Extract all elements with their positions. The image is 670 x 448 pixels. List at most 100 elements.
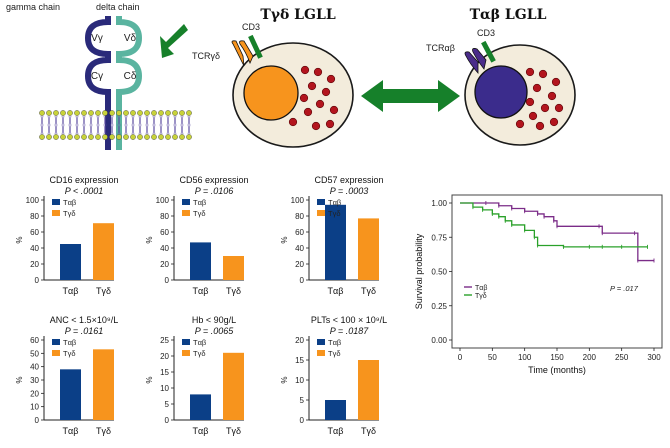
y-tick-label: 0 bbox=[165, 276, 170, 285]
legend-swatch bbox=[52, 199, 60, 205]
x-tick-label: 0 bbox=[458, 353, 463, 362]
gamma-chain bbox=[84, 16, 111, 150]
y-tick-label: 50 bbox=[30, 349, 39, 358]
legend-label: Tγδ bbox=[193, 209, 206, 218]
y-tick-label: 40 bbox=[160, 244, 169, 253]
y-tick-label: 5 bbox=[165, 400, 170, 409]
chart-title: CD57 expression bbox=[314, 175, 383, 185]
y-tick-label: 30 bbox=[30, 376, 39, 385]
y-tick-label: 40 bbox=[30, 363, 39, 372]
y-tick-label: 5 bbox=[300, 396, 305, 405]
v-gamma-label: Vγ bbox=[91, 33, 103, 44]
chart-p-value: P = .0187 bbox=[330, 326, 369, 336]
y-tick-label: 40 bbox=[295, 244, 304, 253]
y-tick-label: 25 bbox=[160, 336, 169, 345]
chart-p-value: P = .0161 bbox=[65, 326, 103, 336]
tab-cell: CD3 TCRαβ bbox=[426, 28, 576, 146]
bar-tab bbox=[190, 242, 211, 280]
y-tick-label: 20 bbox=[295, 336, 304, 345]
granule bbox=[549, 117, 559, 127]
legend-label: Tαβ bbox=[63, 198, 77, 207]
bar-chart-5: Hb < 90g/LP = .0065 0 5 10 15 20 25% Tαβ Tγδ Tαβ T… bbox=[145, 315, 244, 436]
legend-swatch bbox=[182, 199, 190, 205]
y-tick-label: 20 bbox=[160, 260, 169, 269]
chart-p-value: P = .0003 bbox=[330, 186, 368, 196]
chart-p-value: P = .0065 bbox=[195, 326, 234, 336]
legend-swatch bbox=[182, 350, 190, 356]
y-tick-label: 60 bbox=[30, 228, 39, 237]
y-axis-label: % bbox=[15, 236, 24, 243]
tab-tcr-receptor bbox=[464, 51, 479, 75]
granule bbox=[525, 97, 535, 107]
tgd-cd3 bbox=[248, 34, 263, 59]
x-tick-label: Tγδ bbox=[226, 426, 241, 436]
legend-label: Tαβ bbox=[193, 198, 207, 207]
bar-tgd bbox=[223, 256, 244, 280]
tab-cd3-label: CD3 bbox=[477, 28, 495, 38]
legend-swatch bbox=[317, 210, 325, 216]
bar-chart-4: ANC < 1.5×10⁹/LP = .0161 0 10 20 30 40 50 60% Tα… bbox=[15, 315, 118, 436]
granule bbox=[313, 67, 323, 77]
granule bbox=[535, 121, 545, 131]
tcr-schematic: gamma chain delta chain Vγ Vδ Cγ Cδ bbox=[6, 2, 192, 150]
x-axis-label: Time (months) bbox=[528, 365, 586, 375]
bar-chart-6: PLTs < 100 × 10⁹/LP = .0187 0 5 10 15 20% Tαβ T… bbox=[280, 315, 387, 436]
tab-nucleus bbox=[474, 65, 528, 119]
legend-label: Tαβ bbox=[63, 338, 77, 347]
x-tick-label: 50 bbox=[488, 353, 497, 362]
granule bbox=[315, 99, 325, 109]
chart-p-value: P = .0106 bbox=[195, 186, 233, 196]
legend-label: Tαβ bbox=[475, 285, 487, 292]
granule bbox=[538, 69, 548, 79]
y-tick-label: 0.50 bbox=[431, 268, 447, 277]
double-arrow bbox=[361, 80, 460, 112]
y-tick-label: 10 bbox=[295, 376, 304, 385]
chart-title: ANC < 1.5×10⁹/L bbox=[50, 315, 118, 325]
y-tick-label: 80 bbox=[30, 212, 39, 221]
bar-tab bbox=[325, 204, 346, 280]
y-tick-label: 0.25 bbox=[431, 302, 447, 311]
survival-chart: 0.00 0.25 0.50 0.75 1.00 0 50 100 150 200 250 300 Ti… bbox=[414, 194, 663, 375]
y-tick-label: 15 bbox=[295, 356, 304, 365]
x-tick-label: Tγδ bbox=[361, 426, 376, 436]
x-tick-label: Tγδ bbox=[361, 286, 376, 296]
bar-tab bbox=[60, 369, 81, 420]
title-tgd-lgll: Tγδ LGLL bbox=[260, 7, 336, 23]
bar-tgd bbox=[358, 218, 379, 280]
y-tick-label: 60 bbox=[295, 228, 304, 237]
legend-label: Tγδ bbox=[63, 349, 76, 358]
legend-swatch bbox=[52, 210, 60, 216]
bar-tab bbox=[60, 244, 81, 280]
x-tick-label: Tαβ bbox=[63, 426, 79, 436]
granule bbox=[528, 111, 538, 121]
legend-label: Tγδ bbox=[328, 209, 341, 218]
y-tick-label: 40 bbox=[30, 244, 39, 253]
cell-membrane bbox=[39, 110, 192, 140]
tgd-nucleus bbox=[243, 65, 299, 121]
legend-label: Tαβ bbox=[193, 338, 207, 347]
y-axis-label: % bbox=[145, 376, 154, 383]
granule bbox=[311, 121, 321, 131]
x-tick-label: Tαβ bbox=[328, 426, 344, 436]
gamma-chain-label: gamma chain bbox=[6, 2, 60, 12]
granule bbox=[300, 65, 310, 75]
x-tick-label: Tαβ bbox=[193, 426, 209, 436]
legend-label: Tγδ bbox=[63, 209, 76, 218]
legend-label: Tγδ bbox=[193, 349, 206, 358]
granule bbox=[532, 83, 542, 93]
c-gamma-label: Cγ bbox=[91, 71, 103, 82]
granule bbox=[551, 77, 561, 87]
legend-swatch bbox=[317, 339, 325, 345]
y-axis-label: % bbox=[15, 376, 24, 383]
granule bbox=[515, 119, 525, 129]
bar-tgd bbox=[358, 360, 379, 420]
y-tick-label: 100 bbox=[26, 196, 40, 205]
y-tick-label: 0.75 bbox=[431, 233, 447, 242]
tab-granules bbox=[515, 67, 564, 131]
y-tick-label: 10 bbox=[160, 384, 169, 393]
granule bbox=[547, 91, 557, 101]
x-tick-label: 250 bbox=[615, 353, 629, 362]
tgd-cell: CD3 TCRγδ bbox=[192, 22, 354, 148]
x-tick-label: Tαβ bbox=[193, 286, 209, 296]
